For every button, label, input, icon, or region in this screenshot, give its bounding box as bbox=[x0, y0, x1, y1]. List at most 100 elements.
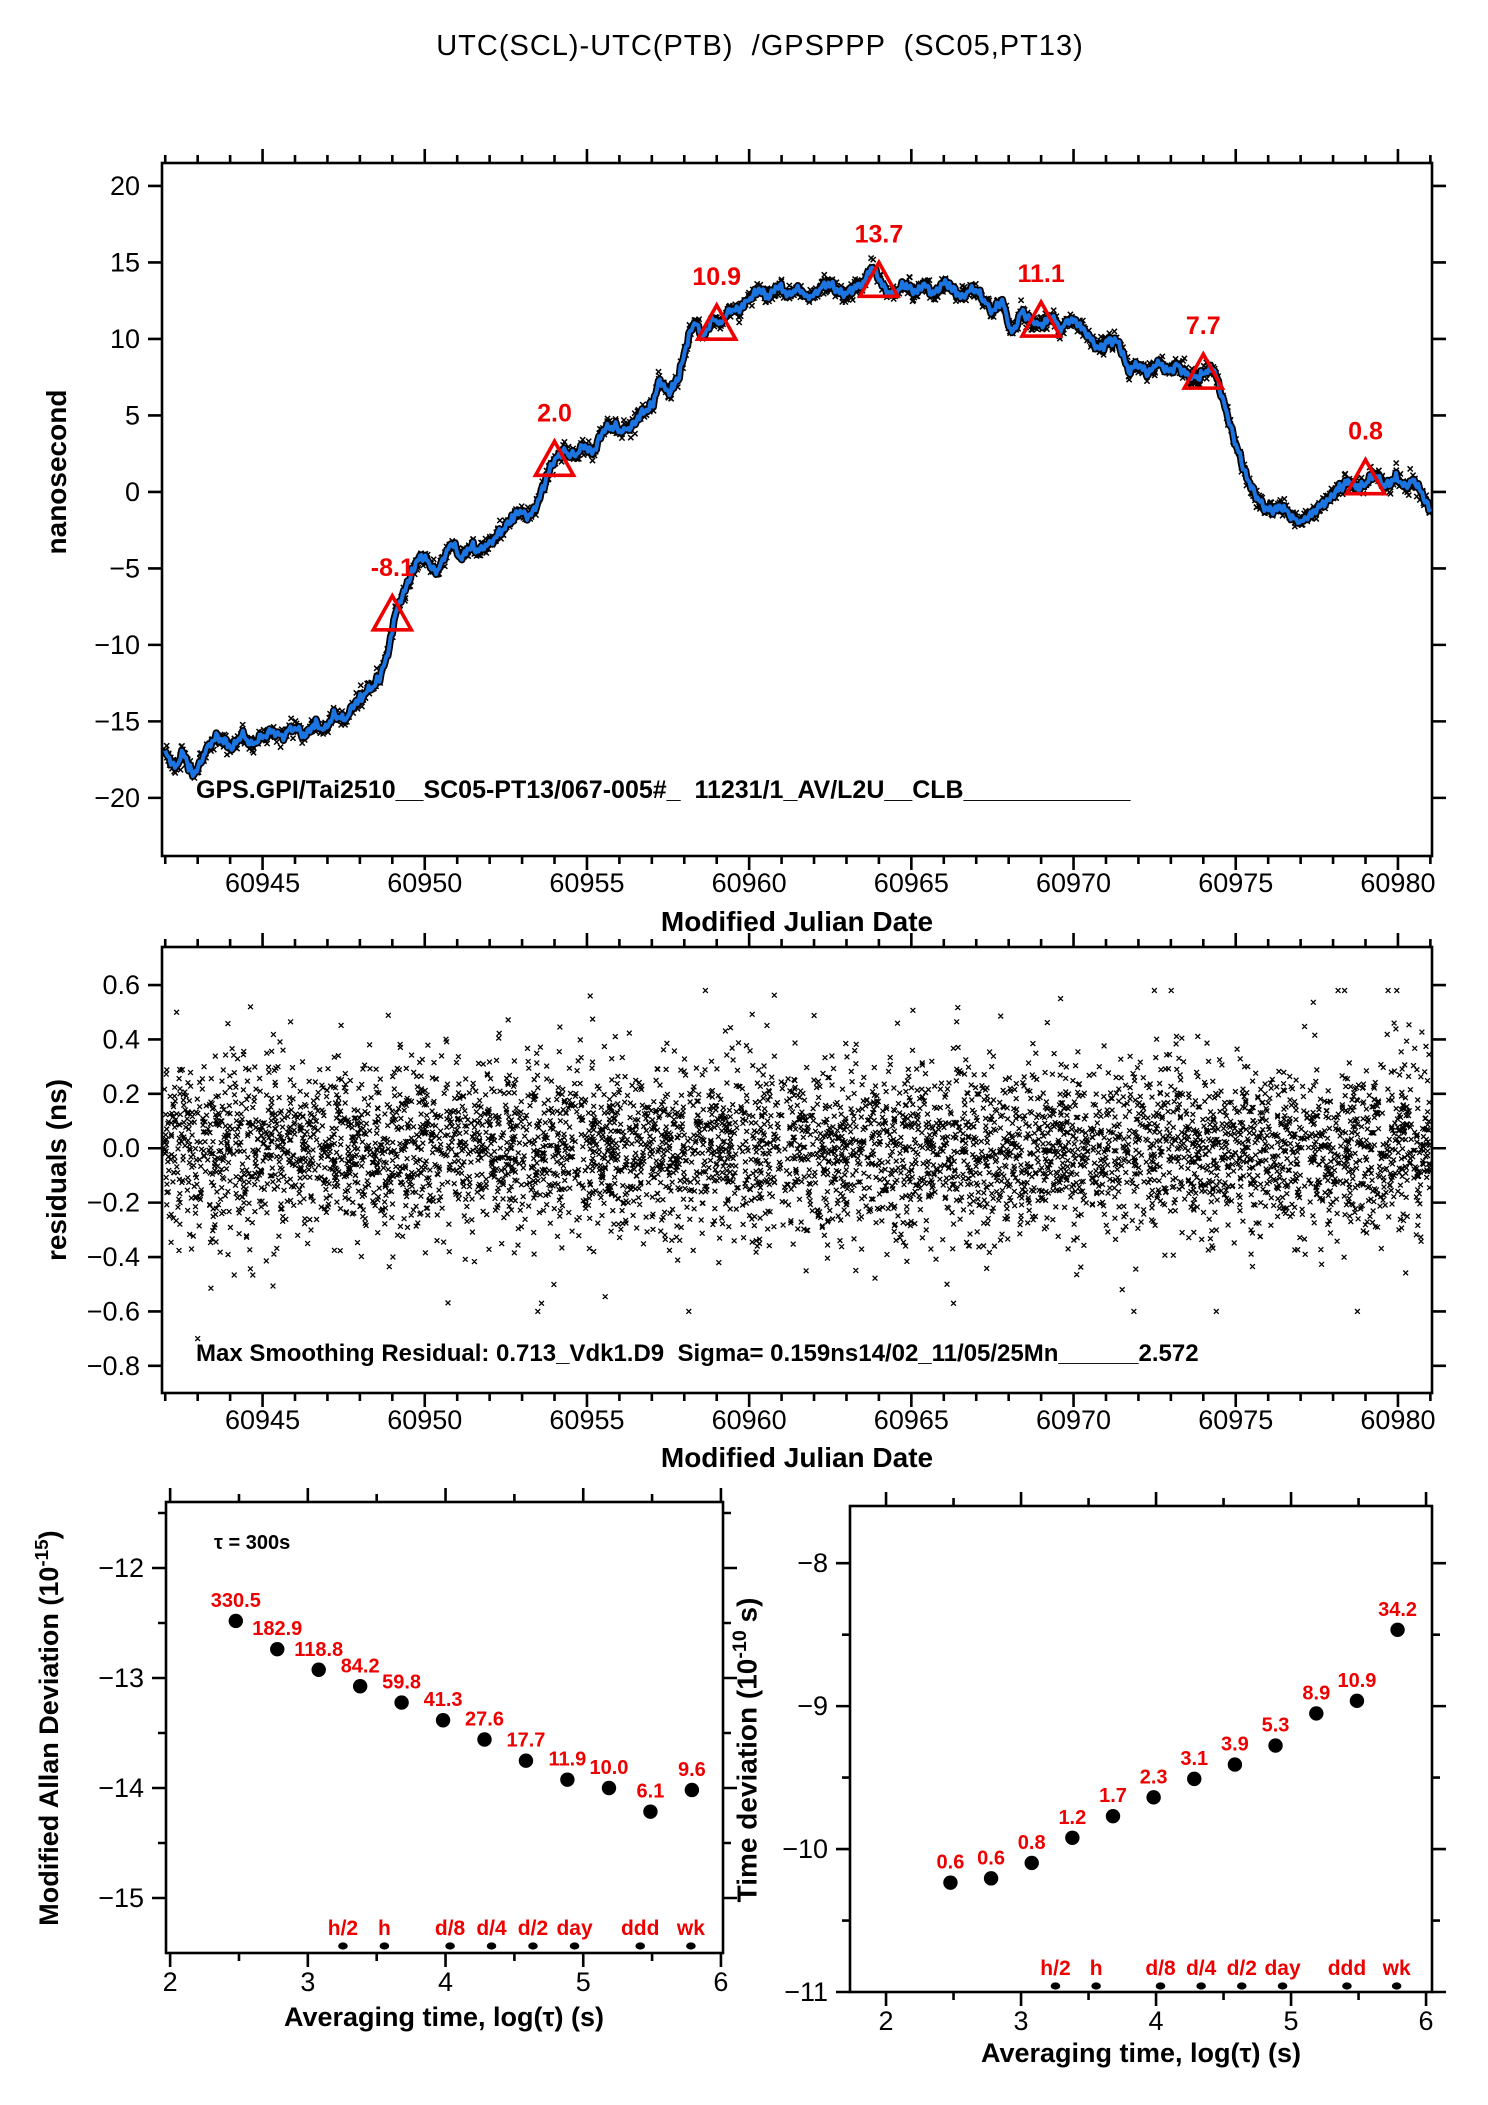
data-point bbox=[1105, 1808, 1121, 1824]
mdev-ylabel: Modified Allan Deviation (10-15) bbox=[32, 1530, 64, 1926]
svg-text:5: 5 bbox=[1284, 2006, 1299, 2036]
svg-text:0.6: 0.6 bbox=[977, 1847, 1005, 1869]
svg-text:182.9: 182.9 bbox=[252, 1618, 302, 1640]
svg-text:11.1: 11.1 bbox=[1017, 260, 1064, 288]
svg-text:−8: −8 bbox=[797, 1548, 828, 1578]
svg-text:−20: −20 bbox=[94, 783, 140, 813]
time-marker-dot bbox=[569, 1942, 580, 1950]
svg-text:h/2: h/2 bbox=[328, 1917, 358, 1940]
svg-text:ddd: ddd bbox=[1328, 1957, 1366, 1980]
svg-text:d/8: d/8 bbox=[435, 1917, 466, 1940]
svg-text:−13: −13 bbox=[98, 1663, 144, 1693]
svg-text:−10: −10 bbox=[782, 1834, 828, 1864]
data-point bbox=[1146, 1790, 1161, 1805]
event-marker-triangle bbox=[1181, 350, 1226, 390]
data-point bbox=[270, 1641, 285, 1657]
svg-text:118.8: 118.8 bbox=[294, 1639, 343, 1661]
svg-text:84.2: 84.2 bbox=[341, 1655, 380, 1677]
event-marker-triangle bbox=[1343, 455, 1388, 496]
data-point bbox=[1187, 1771, 1202, 1787]
data-point bbox=[228, 1613, 244, 1629]
data-point bbox=[1349, 1693, 1365, 1709]
time-marker-dot bbox=[1277, 1982, 1288, 1990]
page-title: UTC(SCL)-UTC(PTB) /GPSPPP (SC05,PT13) bbox=[436, 30, 1084, 62]
data-point bbox=[1065, 1830, 1080, 1845]
top-chart: 20 15 10 5 0 −5 −10 −15 −20 60945 60950 60955 60960 6… bbox=[94, 149, 1446, 898]
svg-text:day: day bbox=[556, 1917, 593, 1940]
svg-text:0.8: 0.8 bbox=[1348, 418, 1383, 446]
svg-text:0.8: 0.8 bbox=[1018, 1832, 1046, 1854]
time-marker-dot bbox=[1050, 1982, 1061, 1990]
svg-text:1.7: 1.7 bbox=[1099, 1785, 1127, 1807]
top-chart-series bbox=[163, 265, 1432, 779]
data-point bbox=[352, 1679, 368, 1694]
data-point bbox=[1268, 1738, 1283, 1753]
residuals-chart: 0.6 0.4 0.2 0.0 −0.2 −0.4 −0.6 −0.8 60945 60950 60… bbox=[87, 933, 1446, 1435]
time-marker-dot bbox=[635, 1942, 646, 1950]
top-xlabel: Modified Julian Date bbox=[660, 906, 934, 937]
svg-text:5: 5 bbox=[125, 400, 140, 430]
svg-text:60945: 60945 bbox=[225, 868, 300, 898]
svg-text:60970: 60970 bbox=[1036, 868, 1111, 898]
data-point bbox=[394, 1695, 409, 1710]
svg-text:60945: 60945 bbox=[225, 1405, 300, 1435]
event-marker-triangle bbox=[1019, 298, 1064, 338]
event-marker-triangle bbox=[532, 437, 577, 478]
svg-text:wk: wk bbox=[676, 1917, 705, 1940]
svg-text:10: 10 bbox=[110, 324, 140, 354]
svg-text:0.2: 0.2 bbox=[102, 1079, 140, 1109]
tdev-ylabel: Time deviation (10-10 s) bbox=[729, 1597, 763, 1903]
svg-text:−12: −12 bbox=[98, 1553, 144, 1583]
svg-text:h: h bbox=[1090, 1957, 1103, 1980]
time-marker-dot bbox=[1391, 1982, 1402, 1990]
svg-text:60950: 60950 bbox=[387, 868, 462, 898]
svg-text:60980: 60980 bbox=[1360, 868, 1435, 898]
svg-text:d/8: d/8 bbox=[1145, 1957, 1176, 1980]
svg-text:27.6: 27.6 bbox=[465, 1708, 504, 1730]
svg-text:−14: −14 bbox=[98, 1773, 144, 1803]
event-marker-triangle bbox=[370, 592, 415, 632]
svg-text:3.1: 3.1 bbox=[1180, 1748, 1208, 1770]
svg-text:3: 3 bbox=[300, 1967, 315, 1997]
svg-text:−11: −11 bbox=[784, 1977, 828, 2007]
time-marker-dot bbox=[445, 1942, 455, 1950]
data-point bbox=[1227, 1757, 1243, 1772]
svg-text:8.9: 8.9 bbox=[1302, 1682, 1330, 1704]
svg-text:4: 4 bbox=[1149, 2006, 1164, 2036]
svg-text:9.6: 9.6 bbox=[678, 1759, 706, 1781]
svg-text:0.4: 0.4 bbox=[102, 1024, 140, 1054]
svg-text:7.7: 7.7 bbox=[1186, 312, 1221, 340]
svg-text:ddd: ddd bbox=[621, 1917, 659, 1940]
svg-text:−0.6: −0.6 bbox=[87, 1296, 140, 1326]
svg-text:60975: 60975 bbox=[1198, 1405, 1273, 1435]
tdev-chart: −8 −9 −10 −11 2 3 4 5 6 bbox=[782, 1492, 1446, 2036]
svg-text:d/4: d/4 bbox=[476, 1917, 507, 1940]
svg-text:3: 3 bbox=[1014, 2006, 1029, 2036]
svg-text:10.0: 10.0 bbox=[590, 1757, 629, 1779]
svg-text:−9: −9 bbox=[797, 1691, 828, 1721]
svg-text:d/2: d/2 bbox=[518, 1917, 548, 1940]
svg-text:330.5: 330.5 bbox=[211, 1590, 261, 1612]
tdev-xlabel: Averaging time, log(τ) (s) bbox=[980, 2038, 1302, 2068]
svg-text:5: 5 bbox=[576, 1967, 591, 1997]
mdev-chart-time-markers: h/2 h d/8 d/4 d/2 day ddd wk bbox=[328, 1917, 705, 1950]
tdev-chart-time-markers: h/2 h d/8 d/4 d/2 day ddd wk bbox=[1040, 1957, 1411, 1990]
svg-text:60970: 60970 bbox=[1036, 1405, 1111, 1435]
data-point bbox=[643, 1804, 658, 1819]
data-point bbox=[983, 1871, 999, 1886]
data-point bbox=[560, 1772, 575, 1787]
svg-text:−0.8: −0.8 bbox=[87, 1351, 140, 1381]
svg-text:2.3: 2.3 bbox=[1140, 1766, 1168, 1788]
top-chart-markers: -8.1 2.0 10.9 13.7 11.1 7.7 0.8 bbox=[370, 220, 1388, 632]
top-annotation: GPS.GPI/Tai2510__SC05-PT13/067-005#_ 112… bbox=[196, 776, 1131, 804]
svg-text:0.6: 0.6 bbox=[937, 1852, 965, 1874]
svg-text:−15: −15 bbox=[94, 706, 140, 736]
svg-text:2: 2 bbox=[879, 2006, 894, 2036]
svg-text:11.9: 11.9 bbox=[548, 1749, 586, 1771]
event-marker-triangle bbox=[694, 301, 739, 341]
svg-text:60965: 60965 bbox=[874, 868, 949, 898]
time-marker-dot bbox=[379, 1942, 390, 1950]
svg-text:17.7: 17.7 bbox=[506, 1730, 545, 1752]
data-point bbox=[477, 1732, 492, 1747]
